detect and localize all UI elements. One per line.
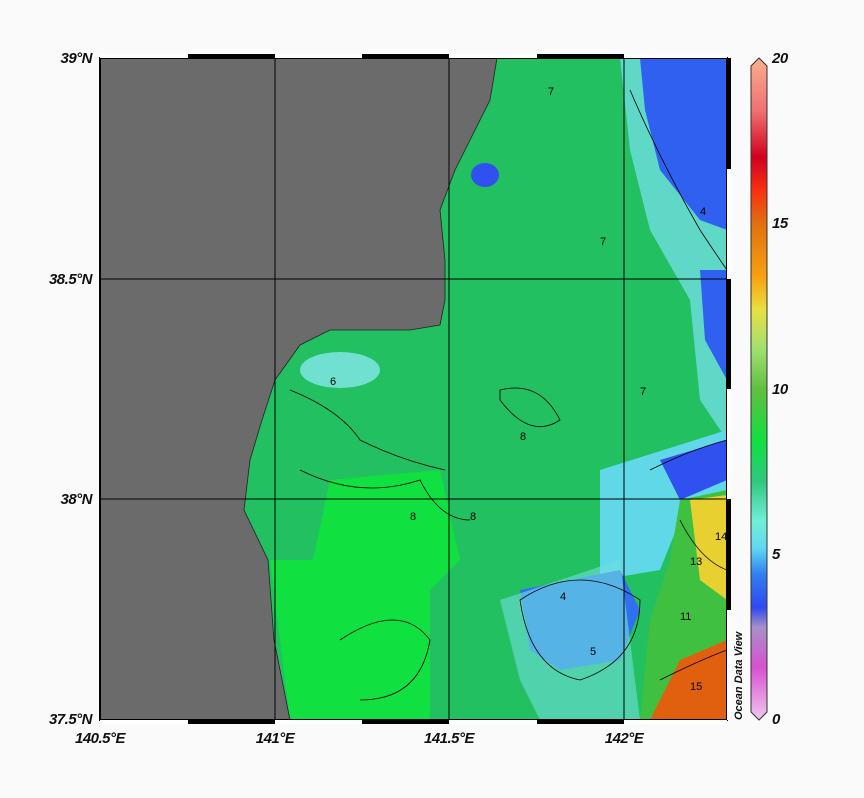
colorbar-tick-label: 15 xyxy=(772,215,788,232)
contour-label: 8 xyxy=(520,431,526,443)
x-tick-label: 141.5°E xyxy=(423,730,475,747)
contour-label: 8 xyxy=(410,511,416,523)
contour-label: 5 xyxy=(590,646,596,658)
contour-label: 15 xyxy=(690,681,702,693)
x-tick-label: 141°E xyxy=(255,730,295,747)
y-tick-label: 39°N xyxy=(60,50,92,67)
credit-text: Ocean Data View xyxy=(733,631,745,720)
contour-label: 6 xyxy=(330,376,336,388)
contour-label: 7 xyxy=(600,236,606,248)
contour-label: 13 xyxy=(690,556,702,568)
colorbar-tick-label: 20 xyxy=(772,50,788,67)
y-tick-label: 38°N xyxy=(60,491,92,508)
land xyxy=(99,57,498,721)
contours xyxy=(289,89,728,701)
colorbar-tick-label: 0 xyxy=(772,711,780,728)
contour-label: 14 xyxy=(715,531,727,543)
contour-label: 11 xyxy=(680,611,691,623)
y-tick-label: 37.5°N xyxy=(48,711,93,728)
frame-scale-bars xyxy=(100,54,731,724)
x-tick-label: 142°E xyxy=(604,730,644,747)
contour-label: 4 xyxy=(560,591,566,603)
contour-label: 7 xyxy=(548,86,554,98)
colorbar xyxy=(750,57,768,721)
colorbar-tick-label: 10 xyxy=(772,381,788,398)
x-tick-label: 140.5°E xyxy=(74,730,126,747)
contour-label: 4 xyxy=(700,206,706,218)
colorbar-tick-label: 5 xyxy=(772,546,780,563)
contour-label: 7 xyxy=(640,386,646,398)
y-tick-label: 38.5°N xyxy=(48,271,93,288)
contour-label: 8 xyxy=(470,511,476,523)
graticule xyxy=(100,58,727,720)
